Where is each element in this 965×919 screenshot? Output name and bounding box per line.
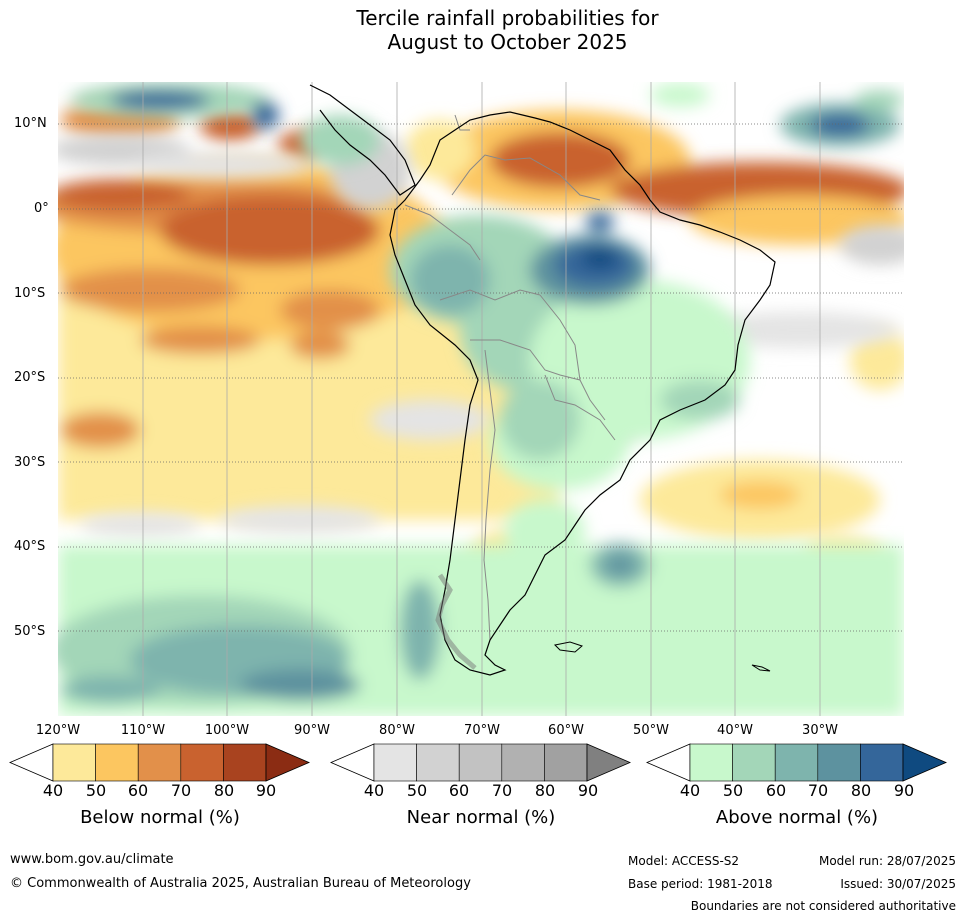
lon-label-100w: 100°W bbox=[204, 723, 250, 738]
colorbar-arrow-high bbox=[265, 743, 311, 782]
lon-label-80w: 80°W bbox=[379, 723, 415, 738]
colorbar-arrow-high bbox=[902, 743, 948, 782]
lat-label-40s: 40°S bbox=[14, 539, 46, 554]
south-georgia bbox=[751, 664, 771, 672]
cbar-tick: 70 bbox=[491, 781, 513, 800]
lon-label-60w: 60°W bbox=[548, 723, 584, 738]
cbar-tick: 40 bbox=[363, 781, 385, 800]
colorbar-segment bbox=[373, 743, 417, 782]
lat-label-20s: 20°S bbox=[14, 370, 46, 385]
colorbar-arrow-low bbox=[645, 743, 691, 782]
below-normal-colorbar bbox=[8, 743, 311, 782]
lon-label-90w: 90°W bbox=[294, 723, 330, 738]
colorbar-segment bbox=[458, 743, 503, 782]
cbar-tick: 90 bbox=[255, 781, 277, 800]
lon-label-110w: 110°W bbox=[120, 723, 166, 738]
lon-label-70w: 70°W bbox=[464, 723, 500, 738]
cbar-tick: 60 bbox=[127, 781, 149, 800]
colorbars bbox=[8, 743, 948, 782]
base-period: Base period: 1981-2018 bbox=[628, 877, 773, 891]
above-normal-field bbox=[58, 82, 904, 716]
map-field bbox=[58, 82, 904, 716]
colorbar-segment bbox=[52, 743, 96, 782]
lat-label-0: 0° bbox=[34, 201, 49, 216]
cbar-tick: 50 bbox=[85, 781, 107, 800]
colorbar-segment bbox=[774, 743, 819, 782]
colorbar-segment bbox=[817, 743, 861, 782]
bom-url: www.bom.gov.au/climate bbox=[10, 852, 174, 867]
cbar-tick: 50 bbox=[406, 781, 428, 800]
lat-label-50s: 50°S bbox=[14, 624, 46, 639]
cbar-tick: 60 bbox=[765, 781, 787, 800]
colorbar-segment bbox=[223, 743, 267, 782]
title-line-1: Tercile rainfall probabilities for bbox=[356, 6, 659, 30]
central-america-coastline bbox=[309, 84, 416, 196]
colorbar-segment bbox=[732, 743, 776, 782]
colorbar-segment bbox=[544, 743, 588, 782]
below-normal-title: Below normal (%) bbox=[80, 807, 240, 828]
above-normal-colorbar bbox=[645, 743, 948, 782]
colorbar-segment bbox=[137, 743, 182, 782]
cbar-tick: 60 bbox=[448, 781, 470, 800]
colorbar-arrow-low bbox=[8, 743, 54, 782]
below-normal-field bbox=[58, 102, 904, 650]
cbar-tick: 90 bbox=[577, 781, 599, 800]
above-normal-title: Above normal (%) bbox=[715, 807, 879, 828]
colorbar-arrow-low bbox=[329, 743, 375, 782]
colorbar-arrow-high bbox=[586, 743, 632, 782]
colorbar-segment bbox=[501, 743, 545, 782]
near-normal-colorbar bbox=[329, 743, 632, 782]
chilean-fjords bbox=[435, 573, 477, 670]
title-line-2: August to October 2025 bbox=[387, 30, 628, 54]
colorbar-segment bbox=[95, 743, 139, 782]
cbar-tick: 70 bbox=[807, 781, 829, 800]
falkland-islands bbox=[553, 641, 583, 653]
cbar-tick: 40 bbox=[679, 781, 701, 800]
cbar-tick: 50 bbox=[722, 781, 744, 800]
map-title: Tercile rainfall probabilities for Augus… bbox=[0, 6, 965, 54]
near-normal-title: Near normal (%) bbox=[406, 807, 556, 828]
lat-label-30s: 30°S bbox=[14, 455, 46, 470]
lon-label-40w: 40°W bbox=[717, 723, 753, 738]
colorbar-segment bbox=[180, 743, 224, 782]
cbar-tick: 90 bbox=[893, 781, 915, 800]
colorbar-segment bbox=[416, 743, 460, 782]
graticule bbox=[58, 82, 904, 716]
lon-label-30w: 30°W bbox=[802, 723, 838, 738]
lat-label-10s: 10°S bbox=[14, 286, 46, 301]
lon-label-50w: 50°W bbox=[633, 723, 669, 738]
cbar-tick: 40 bbox=[42, 781, 64, 800]
model-run: Model run: 28/07/2025 bbox=[818, 854, 956, 868]
cbar-tick: 70 bbox=[170, 781, 192, 800]
colorbar-segment bbox=[689, 743, 733, 782]
issued-date: Issued: 30/07/2025 bbox=[840, 877, 956, 891]
south-america-coastline bbox=[389, 111, 776, 676]
model-name: Model: ACCESS-S2 bbox=[628, 854, 740, 868]
lat-label-10n: 10°N bbox=[14, 116, 47, 131]
country-borders bbox=[404, 114, 616, 641]
cbar-tick: 80 bbox=[850, 781, 872, 800]
colorbar-segment bbox=[860, 743, 904, 782]
copyright: © Commonwealth of Australia 2025, Austra… bbox=[10, 876, 471, 891]
cbar-tick: 80 bbox=[213, 781, 235, 800]
cbar-tick: 80 bbox=[534, 781, 556, 800]
boundary-disclaimer: Boundaries are not considered authoritat… bbox=[690, 899, 956, 913]
lon-label-120w: 120°W bbox=[35, 723, 81, 738]
